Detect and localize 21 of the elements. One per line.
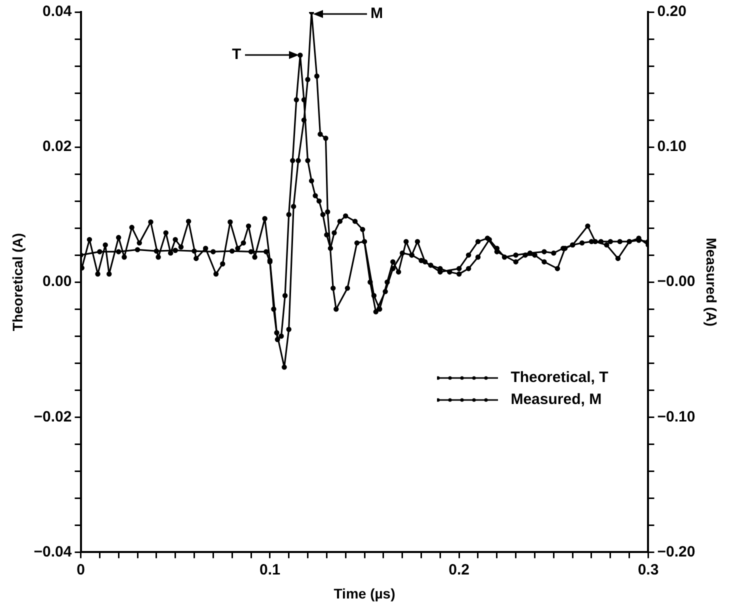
y-tick-label: 0.02 (42, 138, 72, 156)
y2-axis-title: Measured (A) (704, 238, 720, 326)
y-tick-label: 0.00 (42, 273, 72, 290)
annotation: T (232, 46, 242, 64)
y2-tick-label: −0.10 (657, 408, 696, 426)
annotation: M (370, 5, 384, 22)
x-tick-label: 0.1 (259, 561, 280, 578)
y2-tick-label: 0.20 (657, 3, 686, 20)
legend-label: Measured, M (510, 390, 602, 410)
x-tick-label: 0 (76, 561, 85, 578)
y2-tick-label: 0.10 (657, 138, 686, 156)
x-tick-label: 0.2 (448, 561, 470, 578)
legend-label: Theoretical, T (510, 368, 608, 388)
y2-tick-label: −0.00 (657, 273, 696, 290)
y2-tick-label: −0.20 (657, 543, 696, 560)
y-tick-label: −0.02 (34, 408, 72, 426)
y-tick-label: −0.04 (34, 543, 72, 560)
y-axis-title: Theoretical (A) (9, 233, 26, 332)
x-axis-title: Time (µs) (334, 585, 396, 602)
y-tick-label: 0.04 (42, 3, 72, 20)
x-tick-label: 0.3 (638, 561, 659, 578)
